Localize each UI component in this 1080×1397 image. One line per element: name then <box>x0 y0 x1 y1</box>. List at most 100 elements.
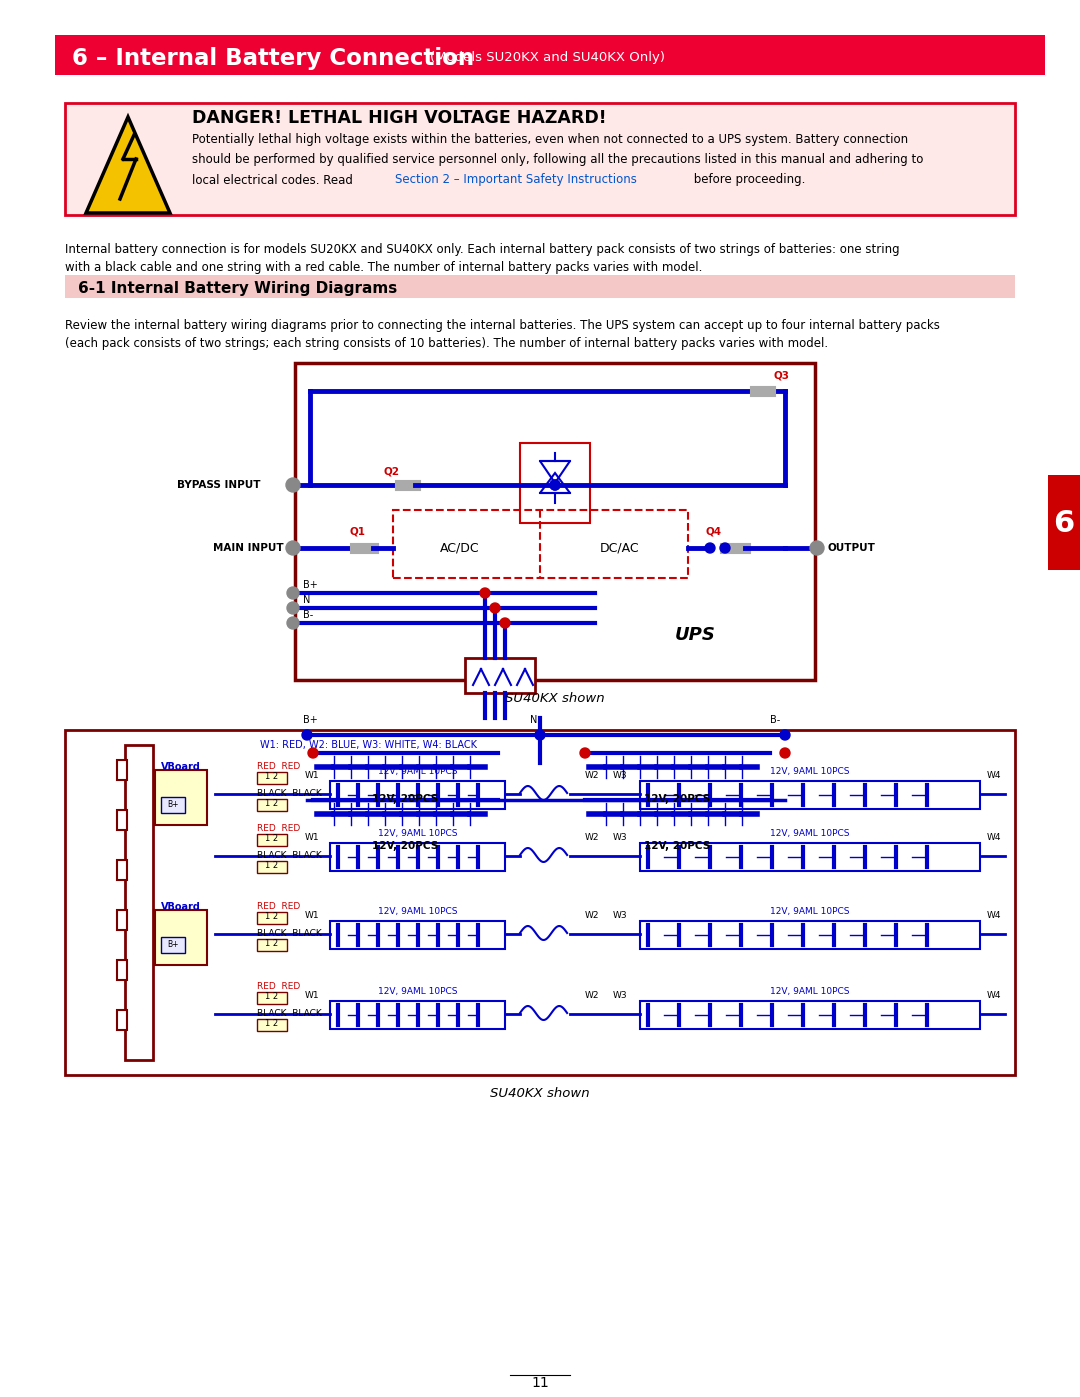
Circle shape <box>780 731 789 740</box>
Circle shape <box>490 604 500 613</box>
Text: Q2: Q2 <box>383 467 399 476</box>
Text: W4: W4 <box>987 911 1001 921</box>
FancyBboxPatch shape <box>585 752 770 782</box>
Text: Potentially lethal high voltage exists within the batteries, even when not conne: Potentially lethal high voltage exists w… <box>192 134 908 147</box>
FancyBboxPatch shape <box>640 1002 980 1030</box>
Text: local electrical codes. Read: local electrical codes. Read <box>192 173 353 187</box>
Text: BYPASS INPUT: BYPASS INPUT <box>177 481 260 490</box>
FancyBboxPatch shape <box>640 842 980 870</box>
FancyBboxPatch shape <box>640 781 980 809</box>
Text: SU40KX shown: SU40KX shown <box>490 1087 590 1099</box>
Text: W2: W2 <box>585 771 599 780</box>
Circle shape <box>705 543 715 553</box>
Text: BLACK  BLACK: BLACK BLACK <box>257 851 322 861</box>
Circle shape <box>287 587 299 599</box>
Text: W4: W4 <box>987 833 1001 842</box>
Text: W1: W1 <box>305 771 320 780</box>
Circle shape <box>287 617 299 629</box>
FancyBboxPatch shape <box>257 834 287 847</box>
Text: W1: W1 <box>305 911 320 921</box>
Text: 6: 6 <box>1053 510 1075 538</box>
Text: 1 2: 1 2 <box>266 861 279 870</box>
Text: 1 2: 1 2 <box>266 799 279 807</box>
Text: W3: W3 <box>613 771 627 780</box>
Text: 6 – Internal Battery Connection: 6 – Internal Battery Connection <box>72 46 474 70</box>
Text: W1: W1 <box>305 990 320 1000</box>
Text: N: N <box>303 595 310 605</box>
Text: 12V, 20PCS: 12V, 20PCS <box>372 841 438 851</box>
FancyBboxPatch shape <box>156 770 207 826</box>
Text: W1: W1 <box>305 833 320 842</box>
Bar <box>117 760 127 780</box>
Text: Section 2 – Important Safety Instructions: Section 2 – Important Safety Instruction… <box>395 173 637 187</box>
FancyBboxPatch shape <box>65 103 1015 215</box>
Text: Review the internal battery wiring diagrams prior to connecting the internal bat: Review the internal battery wiring diagr… <box>65 319 940 331</box>
Text: (Models SU20KX and SU40KX Only): (Models SU20KX and SU40KX Only) <box>430 52 665 64</box>
Bar <box>295 363 815 680</box>
Circle shape <box>535 731 545 740</box>
Polygon shape <box>86 117 170 212</box>
Text: W2: W2 <box>585 990 599 1000</box>
Text: B-: B- <box>303 610 313 620</box>
Circle shape <box>308 747 318 759</box>
FancyBboxPatch shape <box>330 1002 505 1030</box>
Text: 12V, 9AML 10PCS: 12V, 9AML 10PCS <box>378 767 457 775</box>
Text: 12V, 9AML 10PCS: 12V, 9AML 10PCS <box>378 988 457 996</box>
Circle shape <box>500 617 510 629</box>
Bar <box>117 861 127 880</box>
Text: SU40KX shown: SU40KX shown <box>505 692 605 705</box>
Text: 1 2: 1 2 <box>266 834 279 842</box>
Text: B+: B+ <box>167 940 179 949</box>
FancyBboxPatch shape <box>330 781 505 809</box>
Bar <box>465 658 535 693</box>
Text: OUTPUT: OUTPUT <box>827 543 875 553</box>
Text: W4: W4 <box>987 990 1001 1000</box>
Text: B+: B+ <box>303 715 318 725</box>
Text: W3: W3 <box>613 833 627 842</box>
Text: W3: W3 <box>613 911 627 921</box>
Circle shape <box>780 747 789 759</box>
FancyBboxPatch shape <box>257 1018 287 1031</box>
Circle shape <box>302 731 312 740</box>
Text: 1 2: 1 2 <box>266 773 279 781</box>
Text: 1 2: 1 2 <box>266 992 279 1002</box>
Text: 12V, 20PCS: 12V, 20PCS <box>644 793 711 805</box>
Text: 1 2: 1 2 <box>266 1018 279 1028</box>
Text: W4: W4 <box>987 771 1001 780</box>
Text: 1 2: 1 2 <box>266 939 279 949</box>
Circle shape <box>480 588 490 598</box>
Text: RED  RED: RED RED <box>257 824 300 833</box>
Text: DANGER! LETHAL HIGH VOLTAGE HAZARD!: DANGER! LETHAL HIGH VOLTAGE HAZARD! <box>192 109 607 127</box>
FancyBboxPatch shape <box>156 909 207 965</box>
Text: with a black cable and one string with a red cable. The number of internal batte: with a black cable and one string with a… <box>65 261 702 274</box>
Text: W2: W2 <box>585 911 599 921</box>
Circle shape <box>550 481 561 490</box>
Text: before proceeding.: before proceeding. <box>690 173 806 187</box>
Bar <box>117 1010 127 1030</box>
Text: B+: B+ <box>303 580 318 590</box>
Text: 11: 11 <box>531 1376 549 1390</box>
Text: 1 2: 1 2 <box>266 912 279 921</box>
Text: AC/DC: AC/DC <box>441 542 480 555</box>
FancyBboxPatch shape <box>330 842 505 870</box>
FancyBboxPatch shape <box>330 921 505 949</box>
Text: RED  RED: RED RED <box>257 761 300 771</box>
Bar <box>1048 475 1080 570</box>
Text: BLACK  BLACK: BLACK BLACK <box>257 929 322 937</box>
Text: RED  RED: RED RED <box>257 902 300 911</box>
Text: UPS: UPS <box>675 626 716 644</box>
Text: Q3: Q3 <box>773 372 789 381</box>
Bar <box>117 960 127 981</box>
Circle shape <box>286 541 300 555</box>
FancyBboxPatch shape <box>585 798 770 830</box>
Circle shape <box>286 478 300 492</box>
Text: RED  RED: RED RED <box>257 982 300 990</box>
Text: 12V, 20PCS: 12V, 20PCS <box>372 793 438 805</box>
FancyBboxPatch shape <box>257 861 287 873</box>
Text: B-: B- <box>770 715 780 725</box>
Bar <box>125 745 153 1060</box>
Circle shape <box>550 481 561 490</box>
FancyBboxPatch shape <box>257 939 287 951</box>
Text: BLACK  BLACK: BLACK BLACK <box>257 789 322 798</box>
FancyBboxPatch shape <box>640 921 980 949</box>
